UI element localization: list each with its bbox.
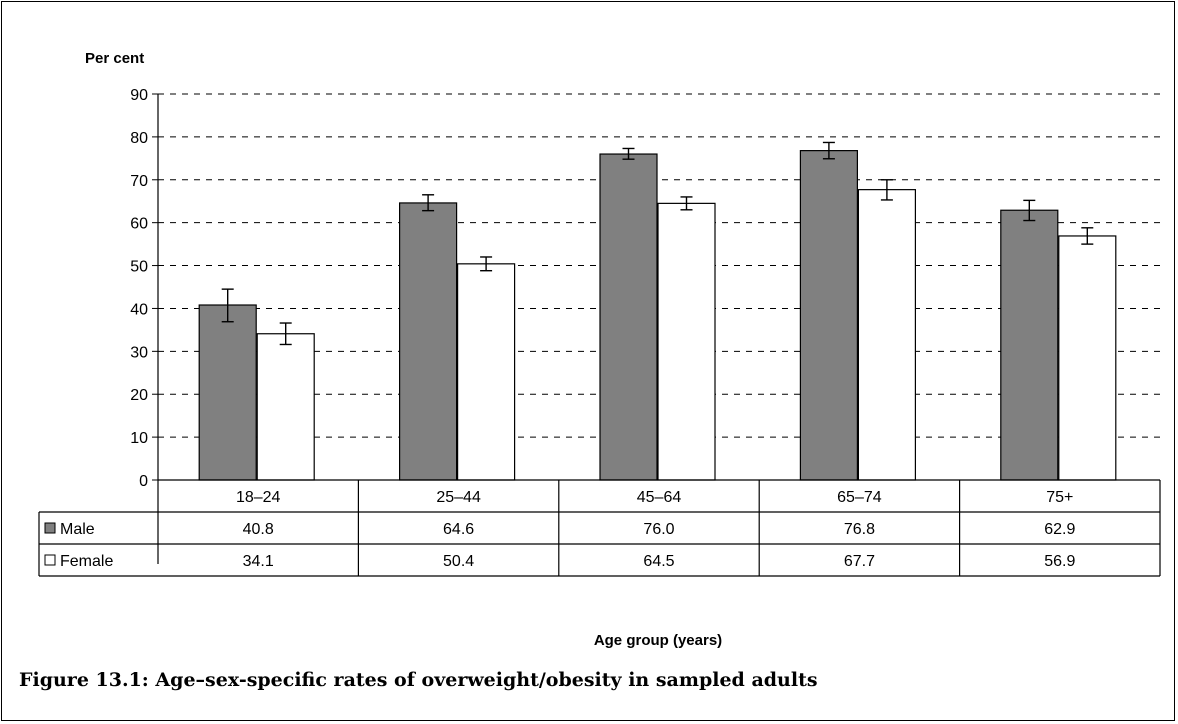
y-tick-label: 10 <box>130 430 148 447</box>
bar-male <box>599 153 658 481</box>
x-tick-label: 45–64 <box>637 489 682 506</box>
data-value-label: 50.4 <box>443 553 474 570</box>
data-value-label: 62.9 <box>1044 521 1075 538</box>
y-tick-label: 40 <box>130 301 148 318</box>
data-value-label: 40.8 <box>243 521 274 538</box>
bar-female <box>457 263 516 481</box>
data-value-label: 64.5 <box>643 553 674 570</box>
data-value-label: 34.1 <box>243 553 274 570</box>
y-tick-label: 30 <box>130 344 148 361</box>
bars-layer <box>198 150 1117 481</box>
bar-male <box>198 304 257 481</box>
data-table: 18–24 25–44 45–64 65–74 75+ Male 40.8 64.6 76.0 7… <box>38 479 1161 577</box>
legend-swatch-male <box>44 522 56 534</box>
bar-chart: Per cent 0 10 20 30 40 50 60 70 80 90 18–24 25–44 4… <box>38 50 1161 649</box>
y-tick-label: 20 <box>130 387 148 404</box>
x-tick-label: 75+ <box>1046 489 1073 506</box>
y-tick-label: 70 <box>130 173 148 190</box>
error-bars-layer <box>221 141 1094 346</box>
y-tick-label: 0 <box>139 473 148 490</box>
data-value-label: 67.7 <box>844 553 875 570</box>
bar-female <box>1058 235 1117 481</box>
x-tick-label: 25–44 <box>436 489 481 506</box>
bar-male <box>399 202 458 481</box>
legend-swatch-female <box>44 554 56 566</box>
bar-female <box>256 333 315 481</box>
bar-male <box>1000 209 1059 481</box>
y-tick-label: 90 <box>130 87 148 104</box>
y-axis-label: Per cent <box>85 50 144 67</box>
figure-caption: Figure 13.1: Age–sex-specific rates of o… <box>19 669 818 691</box>
y-tick-label: 80 <box>130 130 148 147</box>
x-tick-label: 65–74 <box>837 489 882 506</box>
y-tick-label: 50 <box>130 259 148 276</box>
bar-female <box>657 202 716 481</box>
x-axis-label: Age group (years) <box>594 632 722 649</box>
x-tick-label: 18–24 <box>236 489 281 506</box>
legend-label-female: Female <box>60 553 113 570</box>
bar-male <box>799 150 859 481</box>
bar-female <box>857 189 917 481</box>
y-tick-label: 60 <box>130 216 148 233</box>
data-value-label: 76.0 <box>643 521 674 538</box>
legend-label-male: Male <box>60 521 95 538</box>
data-value-label: 56.9 <box>1044 553 1075 570</box>
data-value-label: 64.6 <box>443 521 474 538</box>
y-tick-labels: 0 10 20 30 40 50 60 70 80 90 <box>130 87 158 490</box>
data-value-label: 76.8 <box>844 521 875 538</box>
